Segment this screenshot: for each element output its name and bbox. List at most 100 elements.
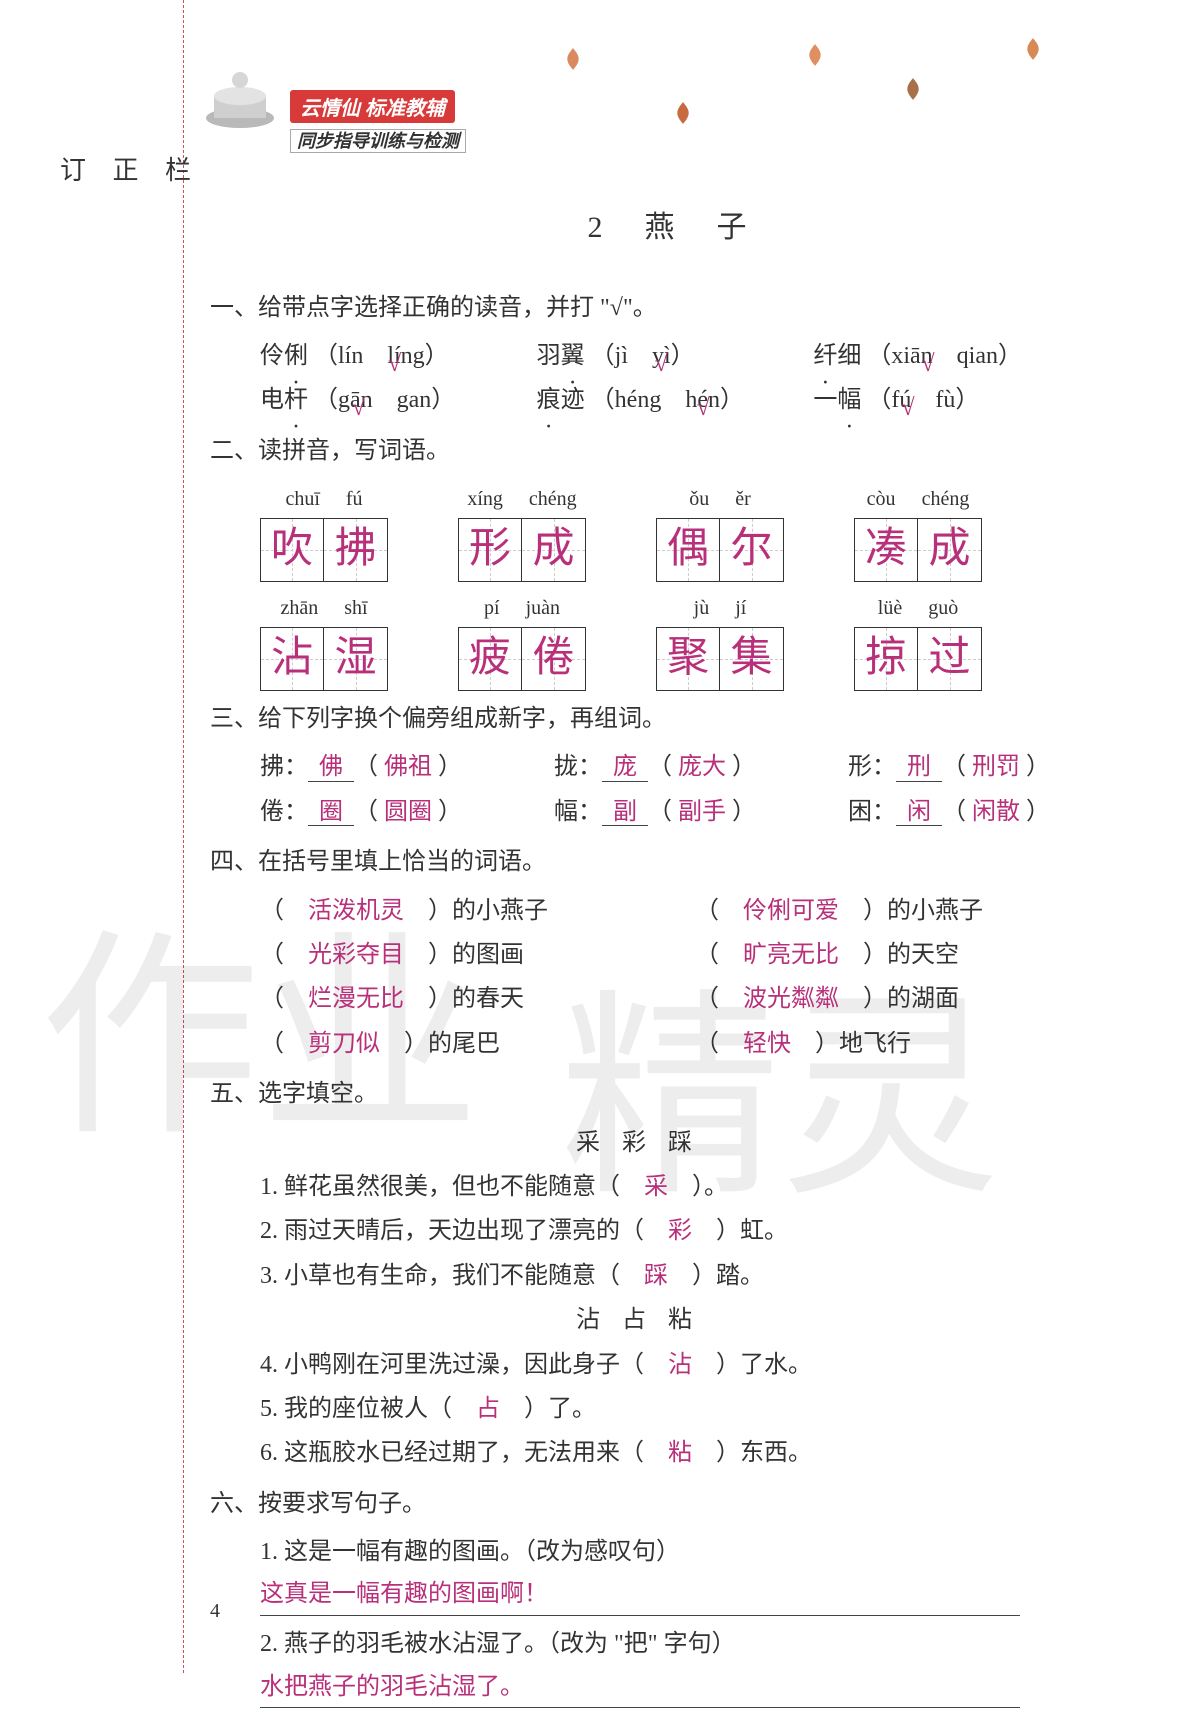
correction-column-label: 订 正 栏	[60, 150, 201, 187]
pinyin-word: xíngchéng形成	[458, 481, 586, 582]
char-cell: 疲	[458, 627, 522, 691]
q4-item: （ 活泼机灵 ）的小燕子	[260, 889, 695, 933]
stump-icon	[200, 70, 280, 130]
q3-item: 拂：佛（ 佛祖 ）	[260, 745, 542, 789]
q5-item: 3. 小草也有生命，我们不能随意（ 踩 ）踏。	[260, 1254, 1130, 1298]
q5-options: 沾占粘	[260, 1298, 1130, 1342]
pinyin-word: ǒuěr偶尔	[656, 481, 784, 582]
check-mark: √	[352, 386, 365, 430]
char-cell: 尔	[720, 518, 784, 582]
char-cell: 形	[458, 518, 522, 582]
char-grid: 吹拂	[260, 518, 388, 582]
char-cell: 偶	[656, 518, 720, 582]
check-mark: √	[697, 386, 710, 430]
q4-item: （ 烂漫无比 ）的春天	[260, 977, 695, 1021]
q6-head: 六、按要求写句子。	[210, 1482, 1130, 1526]
q1-row: 电杆 （gān gan）√痕迹 （héng hén）√一幅 （fú fù）√	[210, 378, 1130, 422]
q1-item: 羽翼 （jì yì）√	[537, 334, 814, 378]
char-grid: 凑成	[854, 518, 982, 582]
q1-item: 痕迹 （héng hén）√	[537, 378, 814, 422]
q3-item: 拢：庞（ 庞大 ）	[554, 745, 836, 789]
char-cell: 过	[918, 627, 982, 691]
page-content: 2 燕 子 一、给带点字选择正确的读音，并打 "√"。 伶俐 （lín líng…	[210, 200, 1130, 1714]
char-grid: 聚集	[656, 627, 784, 691]
q4-row: （ 活泼机灵 ）的小燕子（ 伶俐可爱 ）的小燕子	[260, 889, 1130, 933]
char-grid: 偶尔	[656, 518, 784, 582]
pinyin-word: zhānshī沾湿	[260, 590, 388, 691]
q3-row: 拂：佛（ 佛祖 ） 拢：庞（ 庞大 ） 形：刑（ 刑罚 ）	[260, 745, 1130, 789]
q1-item: 电杆 （gān gan）√	[260, 378, 537, 422]
q6-answer-line: 这真是一幅有趣的图画啊！	[260, 1574, 1020, 1616]
leaf-icon	[1020, 36, 1046, 62]
char-grid: 掠过	[854, 627, 982, 691]
pinyin-word: chuīfú吹拂	[260, 481, 388, 582]
q5-options: 采彩踩	[260, 1121, 1130, 1165]
q6-body: 1. 这是一幅有趣的图画。（改为感叹句）这真是一幅有趣的图画啊！ 2. 燕子的羽毛…	[210, 1530, 1130, 1708]
q4-item: （ 旷亮无比 ）的天空	[695, 933, 1130, 977]
header-decor: 云情仙 标准教辅 同步指导训练与检测	[200, 40, 1100, 160]
q4-item: （ 剪刀似 ）的尾巴	[260, 1022, 695, 1066]
leaf-icon	[802, 42, 828, 68]
q3-head: 三、给下列字换个偏旁组成新字，再组词。	[210, 697, 1130, 741]
leaf-icon	[670, 100, 696, 126]
pinyin-word: còuchéng凑成	[854, 481, 982, 582]
q1-item: 一幅 （fú fù）√	[813, 378, 1090, 422]
char-cell: 成	[918, 518, 982, 582]
q5-head: 五、选字填空。	[210, 1072, 1130, 1116]
q5-list: 4. 小鸭刚在河里洗过澡，因此身子（ 沾 ）了水。5. 我的座位被人（ 占 ）了…	[260, 1343, 1130, 1476]
q5-item: 4. 小鸭刚在河里洗过澡，因此身子（ 沾 ）了水。	[260, 1343, 1130, 1387]
char-cell: 湿	[324, 627, 388, 691]
q5-item: 6. 这瓶胶水已经过期了，无法用来（ 粘 ）东西。	[260, 1431, 1130, 1475]
q3-item: 形：刑（ 刑罚 ）	[848, 745, 1130, 789]
char-cell: 聚	[656, 627, 720, 691]
q1-head: 一、给带点字选择正确的读音，并打 "√"。	[210, 286, 1130, 330]
q6-question: 2. 燕子的羽毛被水沾湿了。（改为 "把" 字句）	[260, 1622, 1130, 1666]
q4-head: 四、在括号里填上恰当的词语。	[210, 840, 1130, 884]
leaf-icon	[560, 46, 586, 72]
char-grid: 沾湿	[260, 627, 388, 691]
q1-item: 纤细 （xiān qian）√	[813, 334, 1090, 378]
q4-item: （ 轻快 ）地飞行	[695, 1022, 1130, 1066]
q6-question: 1. 这是一幅有趣的图画。（改为感叹句）	[260, 1530, 1130, 1574]
q5-item: 1. 鲜花虽然很美，但也不能随意（ 采 ）。	[260, 1165, 1130, 1209]
char-cell: 沾	[260, 627, 324, 691]
q4-row: （ 光彩夺目 ）的图画（ 旷亮无比 ）的天空	[260, 933, 1130, 977]
q2-head: 二、读拼音，写词语。	[210, 429, 1130, 473]
char-cell: 拂	[324, 518, 388, 582]
brand-subtitle: 同步指导训练与检测	[290, 129, 466, 153]
q4-item: （ 伶俐可爱 ）的小燕子	[695, 889, 1130, 933]
q3-item: 倦：圈（ 圆圈 ）	[260, 790, 542, 834]
q2-row: chuīfú吹拂 xíngchéng形成 ǒuěr偶尔 còuchéng凑成	[260, 481, 1130, 582]
q5-list: 1. 鲜花虽然很美，但也不能随意（ 采 ）。2. 雨过天晴后，天边出现了漂亮的（…	[260, 1165, 1130, 1298]
page-number: 4	[210, 1600, 220, 1623]
char-grid: 形成	[458, 518, 586, 582]
q4-row: （ 烂漫无比 ）的春天（ 波光粼粼 ）的湖面	[260, 977, 1130, 1021]
q4-item: （ 波光粼粼 ）的湖面	[695, 977, 1130, 1021]
q4-row: （ 剪刀似 ）的尾巴（ 轻快 ）地飞行	[260, 1022, 1130, 1066]
q3-row: 倦：圈（ 圆圈 ） 幅：副（ 副手 ） 困：闲（ 闲散 ）	[260, 790, 1130, 834]
q1-item: 伶俐 （lín líng）√	[260, 334, 537, 378]
brand-pill: 云情仙 标准教辅	[290, 90, 455, 123]
char-cell: 集	[720, 627, 784, 691]
q5-item: 5. 我的座位被人（ 占 ）了。	[260, 1387, 1130, 1431]
q3-item: 幅：副（ 副手 ）	[554, 790, 836, 834]
check-mark: √	[901, 386, 914, 430]
pinyin-word: lüèguò掠过	[854, 590, 982, 691]
q2-row: zhānshī沾湿 píjuàn疲倦 jùjí聚集 lüèguò掠过	[260, 590, 1130, 691]
q4-body: （ 活泼机灵 ）的小燕子（ 伶俐可爱 ）的小燕子（ 光彩夺目 ）的图画（ 旷亮无…	[210, 889, 1130, 1067]
q5-item: 2. 雨过天晴后，天边出现了漂亮的（ 彩 ）虹。	[260, 1209, 1130, 1253]
pinyin-word: jùjí聚集	[656, 590, 784, 691]
char-grid: 疲倦	[458, 627, 586, 691]
char-cell: 倦	[522, 627, 586, 691]
q3-item: 困：闲（ 闲散 ）	[848, 790, 1130, 834]
q1-row: 伶俐 （lín líng）√羽翼 （jì yì）√纤细 （xiān qian）√	[210, 334, 1130, 378]
char-cell: 凑	[854, 518, 918, 582]
pinyin-word: píjuàn疲倦	[458, 590, 586, 691]
leaf-icon	[900, 76, 926, 102]
char-cell: 吹	[260, 518, 324, 582]
margin-rule	[183, 0, 184, 1673]
char-cell: 掠	[854, 627, 918, 691]
q4-item: （ 光彩夺目 ）的图画	[260, 933, 695, 977]
lesson-title: 2 燕 子	[210, 200, 1130, 256]
char-cell: 成	[522, 518, 586, 582]
